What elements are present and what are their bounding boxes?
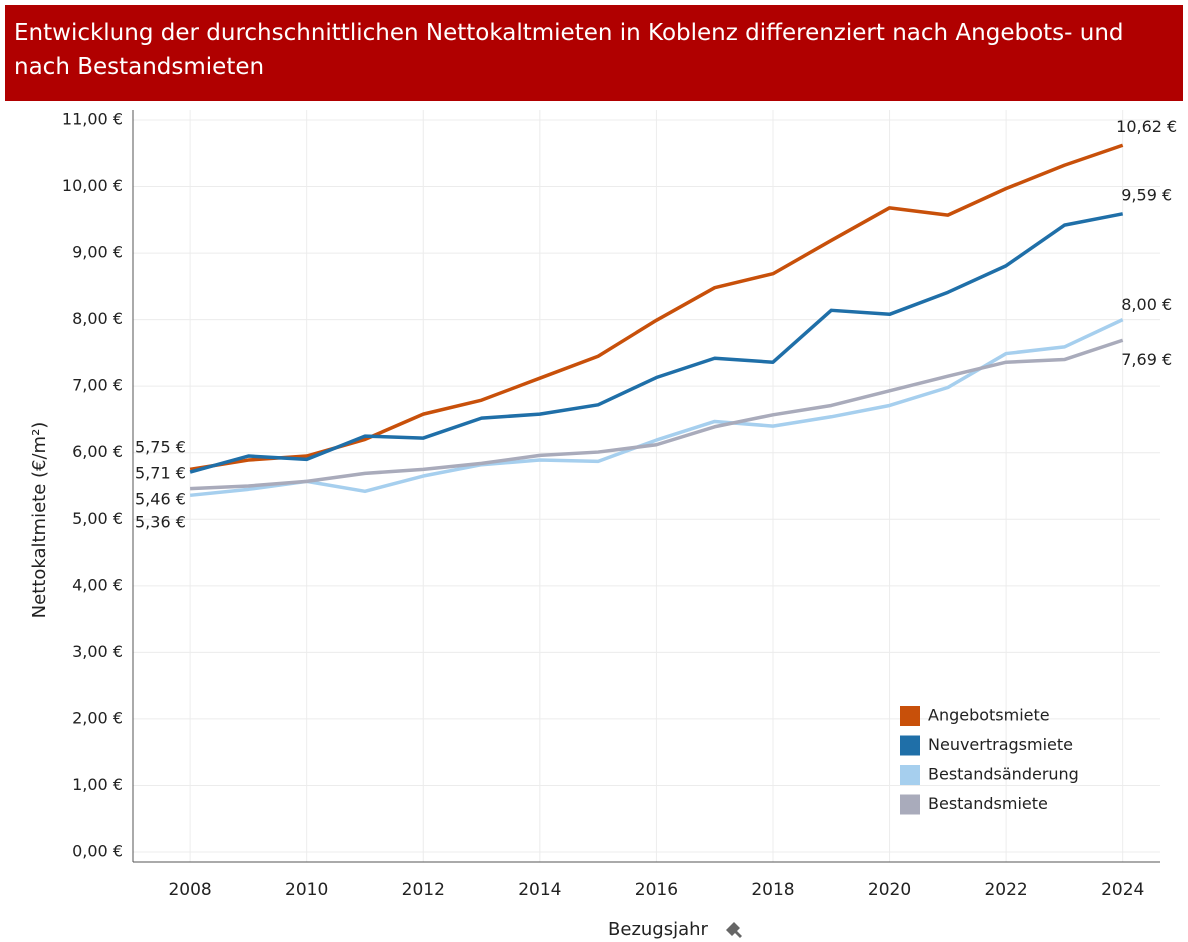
data-label: 9,59 €	[1121, 185, 1172, 204]
x-axis-label: Bezugsjahr	[608, 919, 709, 940]
legend-swatch	[900, 735, 920, 756]
x-tick-label: 2008	[168, 880, 211, 900]
legend-swatch	[900, 765, 920, 785]
x-tick-label: 2022	[984, 880, 1027, 900]
title-box: Entwicklung der durchschnittlichen Netto…	[14, 20, 1124, 80]
data-label: 5,71 €	[135, 464, 186, 483]
y-tick-label: 7,00 €	[72, 376, 123, 395]
x-tick-label: 2016	[635, 880, 678, 900]
title-bar	[5, 5, 1183, 101]
legend-label: Bestandsänderung	[928, 765, 1079, 784]
x-tick-label: 2024	[1101, 880, 1144, 900]
chart-title: Entwicklung der durchschnittlichen Netto…	[14, 20, 1124, 80]
y-axis-label: Nettokaltmiete (€/m²)	[29, 422, 50, 619]
x-tick-label: 2012	[402, 880, 445, 900]
y-tick-label: 4,00 €	[72, 575, 123, 594]
data-label: 10,62 €	[1116, 117, 1177, 136]
y-tick-label: 10,00 €	[62, 176, 123, 195]
data-label: 5,46 €	[135, 490, 186, 509]
y-tick-label: 5,00 €	[72, 509, 123, 528]
legend-swatch	[900, 794, 920, 815]
y-tick-label: 0,00 €	[72, 842, 123, 861]
series-line	[190, 338, 1124, 491]
legend-swatch	[900, 706, 920, 726]
y-tick-label: 3,00 €	[72, 642, 123, 661]
series-line	[189, 318, 1124, 498]
x-tick-label: 2018	[751, 880, 794, 900]
y-tick-label: 6,00 €	[72, 442, 123, 461]
data-label: 8,00 €	[1121, 295, 1172, 314]
legend-label: Bestandsmiete	[928, 794, 1048, 813]
legend-label: Neuvertragsmiete	[928, 735, 1073, 754]
x-tick-label: 2010	[285, 880, 328, 900]
y-tick-label: 9,00 €	[72, 243, 123, 262]
series-line	[189, 212, 1124, 474]
y-tick-label: 1,00 €	[72, 775, 123, 794]
data-label: 5,75 €	[135, 438, 186, 457]
pin-icon	[726, 922, 742, 938]
data-label: 5,36 €	[135, 513, 186, 532]
legend-label: Angebotsmiete	[928, 706, 1050, 725]
y-tick-label: 2,00 €	[72, 708, 123, 727]
y-tick-label: 8,00 €	[72, 309, 123, 328]
x-tick-label: 2020	[868, 880, 911, 900]
y-tick-label: 11,00 €	[62, 109, 123, 128]
data-label: 7,69 €	[1121, 350, 1172, 369]
x-tick-label: 2014	[518, 880, 561, 900]
